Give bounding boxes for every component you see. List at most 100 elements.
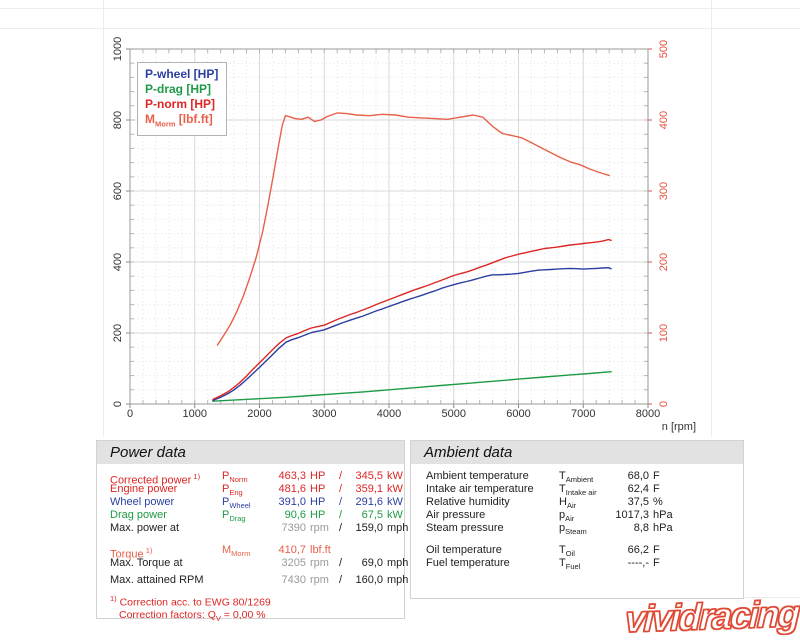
row-value-1: 90,6 [284, 509, 306, 521]
footnote-text-2: Correction factors: Q [119, 608, 216, 621]
row-slash: / [338, 509, 343, 521]
row-slash: / [338, 574, 343, 586]
svg-text:1000: 1000 [112, 37, 124, 61]
row-value-2: 159,0 [355, 522, 383, 534]
row-symbol: PDrag [222, 509, 246, 524]
row-value: 8,8 [633, 522, 649, 534]
svg-text:0: 0 [127, 408, 133, 420]
row-label: Ambient temperature [426, 470, 529, 482]
page-rule-top-1 [0, 8, 800, 9]
row-symbol: PEng [222, 483, 243, 498]
page-rule-top-2 [0, 28, 800, 29]
svg-text:5000: 5000 [442, 408, 466, 420]
row-symbol: MMorm [222, 544, 251, 559]
row-label: Steam pressure [426, 522, 504, 534]
row-slash: / [338, 522, 343, 534]
row-value: 37,5 [627, 496, 649, 508]
ambient-row: Oil temperature TOil 66,2 F [411, 544, 743, 559]
row-value-2: 160,0 [355, 574, 383, 586]
row-unit-1: HP [310, 470, 326, 482]
row-label: Max. attained RPM [110, 574, 204, 586]
row-label: Oil temperature [426, 544, 502, 556]
legend-item-2: P-drag [HP] [145, 82, 211, 96]
row-symbol: PNorm [222, 470, 248, 485]
row-unit-1: rpm [310, 574, 329, 586]
row-unit-1: rpm [310, 557, 329, 569]
footnote-text-1: Correction acc. to EWG 80/1269 [116, 596, 271, 609]
row-value: 66,2 [627, 544, 649, 556]
svg-text:0: 0 [112, 401, 124, 407]
row-symbol: PWheel [222, 496, 251, 511]
footnote-line-1: 1) Correction acc. to EWG 80/1269 [110, 593, 404, 609]
svg-text:8000: 8000 [636, 408, 660, 420]
ambient-data-panel: Ambient data Ambient temperature TAmbient… [410, 440, 744, 599]
row-symbol [222, 574, 268, 587]
svg-text:4000: 4000 [377, 408, 401, 420]
power-row: Wheel power PWheel 391,0 HP / 291,6 kW [97, 496, 404, 511]
row-unit-1: lbf.ft [310, 544, 331, 556]
footnote-sup: 1) [110, 594, 117, 603]
svg-text:100: 100 [658, 324, 670, 342]
row-label: Corrected power 1) [110, 472, 201, 487]
row-unit: hPa [653, 522, 673, 534]
row-unit: hPa [653, 509, 673, 521]
row-value: ----,- [627, 557, 649, 569]
row-symbol: HAir [559, 496, 577, 511]
row-unit-2: mph [387, 522, 409, 534]
row-unit-2: mph [387, 557, 409, 569]
row-symbol: pSteam [559, 522, 587, 537]
page-rule-right [711, 0, 712, 437]
vividracing-watermark: vividracing [623, 592, 799, 641]
row-value-2: 67,5 [361, 509, 383, 521]
row-value-1: 481,6 [278, 483, 306, 495]
row-symbol: TIntake air [559, 483, 597, 498]
row-label: Drag power [110, 509, 167, 521]
row-label: Air pressure [426, 509, 486, 521]
svg-text:400: 400 [112, 253, 124, 271]
row-label: Torque 1) [110, 546, 153, 561]
row-value-2: 359,1 [355, 483, 383, 495]
row-slash: / [338, 496, 343, 508]
power-row: Max. attained RPM 7430 rpm / 160,0 mph [97, 574, 408, 587]
row-slash: / [338, 470, 343, 482]
power-row: Max. power at 7390 rpm / 159,0 mph [97, 522, 408, 535]
row-unit-2: kW [387, 496, 403, 508]
row-unit-1: HP [310, 496, 326, 508]
row-symbol: TOil [559, 544, 575, 559]
row-unit-2: mph [387, 574, 409, 586]
row-unit: F [653, 557, 660, 569]
footnote-line-2: Correction factors: QV = 0,00 % [110, 609, 404, 625]
row-label: Max. Torque at [110, 557, 183, 569]
ambient-data-title: Ambient data [411, 441, 743, 464]
ambient-row: Ambient temperature TAmbient 68,0 F [411, 470, 743, 485]
svg-text:1000: 1000 [183, 408, 207, 420]
ambient-row: Intake air temperature TIntake air 62,4 F [411, 483, 743, 498]
row-unit-2: kW [387, 470, 403, 482]
row-spacer [97, 535, 404, 544]
legend-item-3: P-norm [HP] [145, 97, 215, 111]
ambient-row: Air pressure pAir 1017,3 hPa [411, 509, 743, 524]
svg-text:200: 200 [658, 253, 670, 271]
power-row: Engine power PEng 481,6 HP / 359,1 kW [97, 483, 404, 498]
svg-text:6000: 6000 [506, 408, 530, 420]
chart-legend: P-wheel [HP] P-drag [HP] P-norm [HP] MMorm … [137, 62, 228, 137]
dyno-chart: 0 1000 2000 3000 4000 5000 6000 7000 80000200400… [112, 37, 696, 433]
ambient-row: Relative humidity HAir 37,5% [411, 496, 743, 511]
row-value-1: 410,7 [278, 544, 306, 556]
row-unit-2: kW [387, 483, 403, 495]
row-label: Engine power [110, 483, 178, 495]
power-row: Torque 1) MMorm 410,7 lbf.ft [97, 544, 404, 561]
legend-item-4: MMorm [lbf.ft] [145, 112, 213, 129]
svg-text:500: 500 [658, 40, 670, 58]
legend-item-1: P-wheel [HP] [145, 67, 219, 81]
svg-text:2000: 2000 [247, 408, 271, 420]
row-label: Intake air temperature [426, 483, 534, 495]
row-slash: / [338, 557, 343, 569]
row-symbol: pAir [559, 509, 575, 524]
page-rule-bottom-right [712, 597, 800, 598]
row-value-2: 291,6 [355, 496, 383, 508]
ambient-data-rows: Ambient temperature TAmbient 68,0 F Intake a… [411, 464, 743, 571]
row-value-1: 3205 [281, 557, 306, 569]
svg-text:300: 300 [658, 182, 670, 200]
row-symbol: TAmbient [559, 470, 594, 485]
